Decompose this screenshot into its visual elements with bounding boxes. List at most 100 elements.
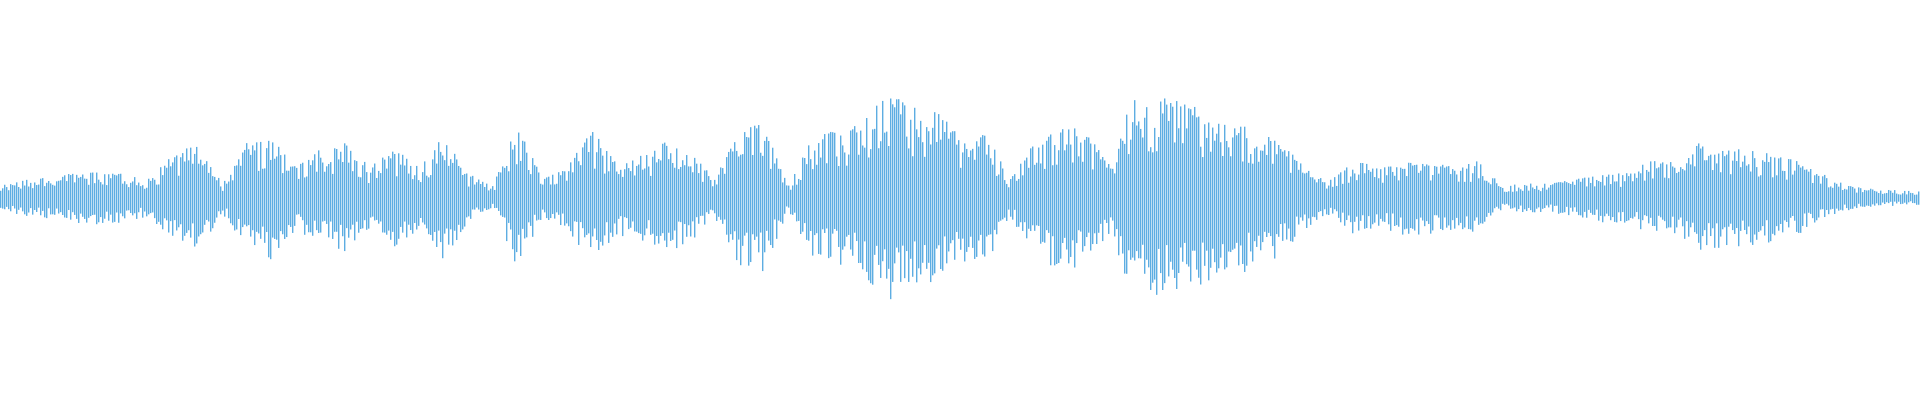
waveform-bar — [1394, 175, 1396, 226]
waveform-bar — [16, 182, 18, 214]
waveform-bar — [1292, 154, 1294, 242]
waveform-bar — [1278, 144, 1280, 237]
waveform-bar — [228, 181, 230, 219]
waveform-bar — [1372, 168, 1374, 225]
waveform-bar — [1228, 147, 1230, 252]
waveform-bar — [1772, 177, 1774, 234]
waveform-bar — [868, 157, 870, 281]
waveform-bar — [376, 177, 378, 220]
waveform-bar — [30, 182, 32, 209]
waveform-bar — [992, 164, 994, 252]
waveform-bar — [184, 161, 186, 236]
waveform-bar — [840, 135, 842, 265]
waveform-bar — [42, 178, 44, 211]
waveform-bar — [820, 157, 822, 255]
waveform-bar — [268, 140, 270, 258]
waveform-bar — [692, 172, 694, 222]
waveform-bar — [1406, 176, 1408, 229]
waveform-bar — [610, 156, 612, 233]
waveform-bar — [340, 151, 342, 225]
waveform-bar — [640, 155, 642, 234]
waveform-bar — [232, 180, 234, 226]
waveform-bar — [1440, 166, 1442, 229]
waveform-bar — [1022, 175, 1024, 231]
waveform-bar — [1432, 175, 1434, 231]
waveform-bar — [208, 172, 210, 222]
waveform-bar — [1156, 151, 1158, 295]
waveform-bar — [1184, 104, 1186, 243]
waveform-bar — [660, 160, 662, 236]
waveform-bar — [1788, 159, 1790, 228]
waveform-bar — [554, 184, 556, 219]
waveform-bar — [54, 185, 56, 215]
waveform-bar — [1474, 166, 1476, 221]
waveform-bar — [620, 169, 622, 217]
waveform-bar — [946, 121, 948, 264]
waveform-bar — [1816, 174, 1818, 221]
waveform-bar — [1194, 106, 1196, 251]
waveform-bar — [1448, 166, 1450, 226]
waveform-bar — [24, 185, 26, 215]
waveform-bar — [1264, 144, 1266, 232]
waveform-bar — [80, 176, 82, 214]
waveform-bar — [1730, 174, 1732, 224]
waveform-bar — [1632, 181, 1634, 219]
waveform-bar — [1876, 191, 1878, 204]
waveform-bar — [236, 165, 238, 230]
waveform-bar — [1120, 138, 1122, 237]
waveform-bar — [272, 142, 274, 238]
waveform-bar — [984, 135, 986, 257]
waveform-bar — [1838, 186, 1840, 211]
waveform-bar — [1802, 166, 1804, 226]
waveform-bar — [748, 137, 750, 266]
waveform-bar — [694, 157, 696, 238]
waveform-bar — [84, 178, 86, 219]
waveform-bar — [484, 186, 486, 209]
waveform-bar — [492, 186, 494, 204]
waveform-bar — [1704, 160, 1706, 231]
waveform-bar — [428, 177, 430, 235]
waveform-bar — [1128, 154, 1130, 251]
waveform-bar — [548, 176, 550, 221]
waveform-bar — [592, 132, 594, 237]
waveform-bar — [386, 168, 388, 235]
waveform-bar — [1830, 186, 1832, 210]
waveform-bar — [1616, 181, 1618, 223]
waveform-bar — [496, 176, 498, 208]
waveform-bar — [842, 145, 844, 250]
waveform-bar — [752, 154, 754, 235]
waveform-bar — [1908, 190, 1910, 203]
waveform-bar — [686, 155, 688, 237]
waveform-bar — [786, 185, 788, 207]
waveform-bar — [1806, 169, 1808, 227]
waveform-bar — [1800, 167, 1802, 233]
waveform-bar — [1528, 190, 1530, 208]
waveform-bar — [878, 148, 880, 265]
waveform-bar — [1240, 126, 1242, 246]
waveform-bar — [900, 114, 902, 282]
waveform-bar — [1382, 182, 1384, 222]
waveform-bar — [580, 165, 582, 223]
waveform-bar — [1612, 174, 1614, 218]
waveform-bar — [1672, 166, 1674, 217]
waveform-bar — [1222, 155, 1224, 245]
waveform-bar — [1596, 179, 1598, 210]
waveform-bar — [214, 176, 216, 223]
waveform-bar — [436, 163, 438, 247]
waveform-bar — [1320, 178, 1322, 212]
waveform-bar — [1910, 192, 1912, 202]
waveform-bar — [982, 135, 984, 255]
waveform-bar — [870, 149, 872, 284]
waveform-bar — [1458, 181, 1460, 226]
waveform-bar — [1678, 171, 1680, 220]
waveform-bar — [18, 186, 20, 210]
waveform-bar — [460, 167, 462, 233]
waveform-bar — [1450, 174, 1452, 230]
waveform-bar — [328, 163, 330, 238]
waveform-bar — [896, 99, 898, 248]
waveform-bar — [1442, 164, 1444, 231]
waveform-bar — [276, 156, 278, 240]
waveform-bar — [1882, 193, 1884, 203]
waveform-bar — [1186, 128, 1188, 265]
